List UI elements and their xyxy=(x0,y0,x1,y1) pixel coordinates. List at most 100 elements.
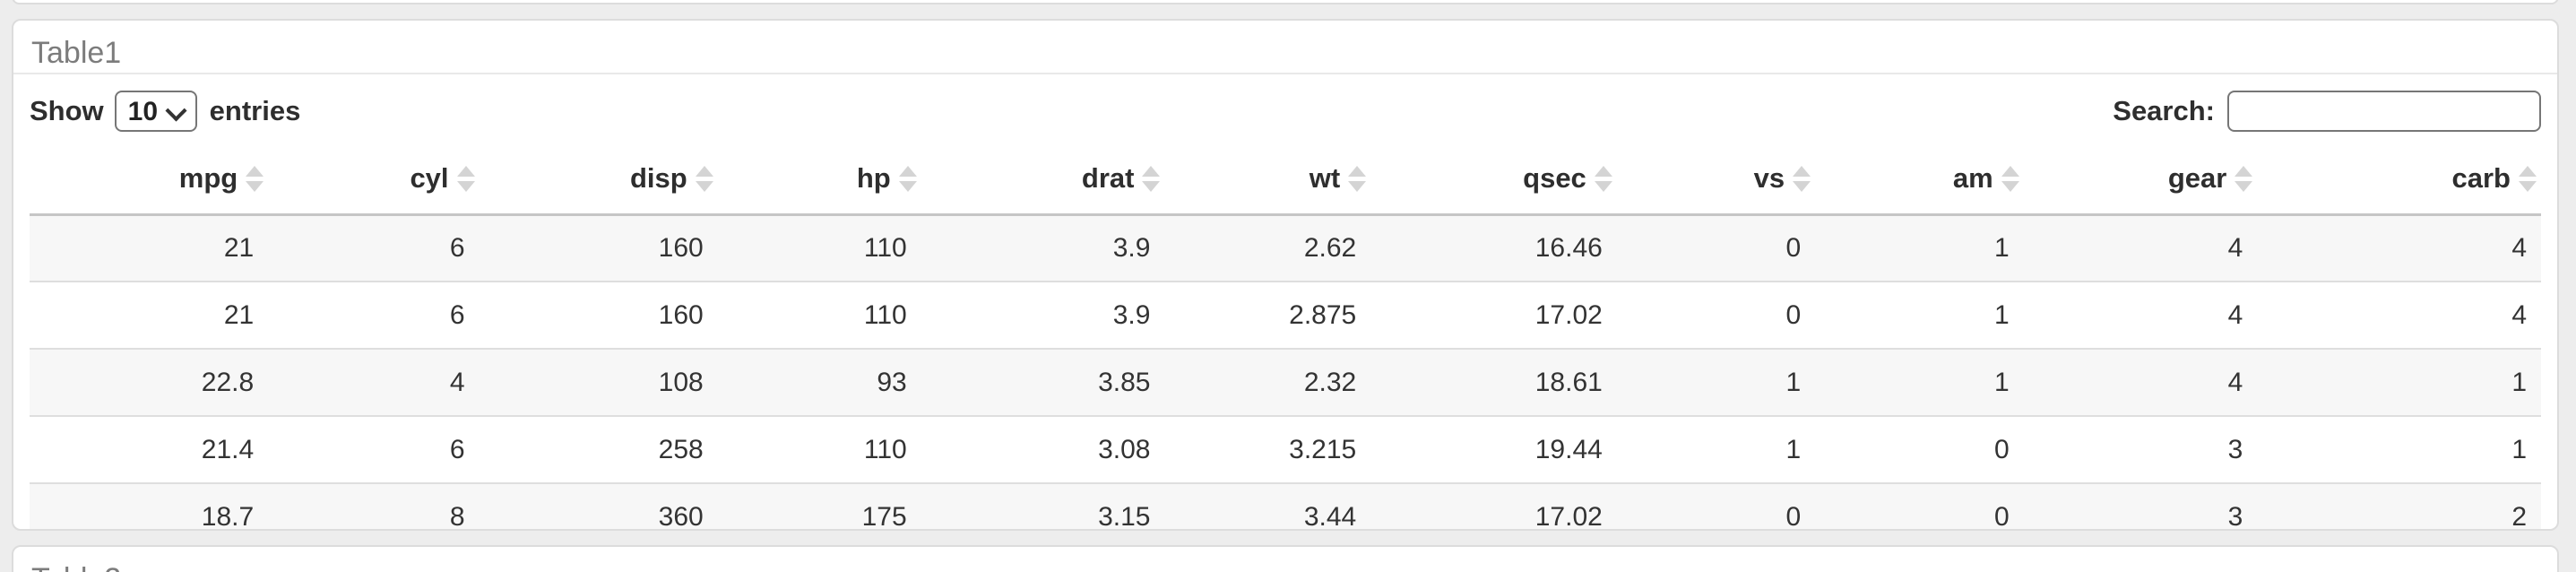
table-cell: 108 xyxy=(658,367,704,397)
table2-panel: Table2 xyxy=(12,545,2559,572)
column-header-inner: carb xyxy=(2257,162,2541,195)
length-select-wrap: 10 xyxy=(114,91,197,132)
column-header-label: wt xyxy=(1309,162,1341,195)
table-cell: 17.02 xyxy=(1534,299,1603,330)
table1-panel: Table1 Show 10 entries Search: mpg c xyxy=(12,19,2559,531)
table-cell: 6 xyxy=(449,232,465,263)
sort-both-icon xyxy=(2519,165,2537,192)
column-header-inner: hp xyxy=(718,162,921,195)
sort-both-icon xyxy=(2001,165,2019,192)
table-cell: 2.875 xyxy=(1289,299,1357,330)
table-cell: 3.85 xyxy=(1098,367,1151,397)
column-header-label: gear xyxy=(2167,162,2227,195)
table-cell: 110 xyxy=(863,299,907,330)
table-cell: 8 xyxy=(449,502,465,531)
column-header-cyl[interactable]: cyl xyxy=(268,144,480,216)
table-cell: 16.46 xyxy=(1534,232,1603,263)
table-cell: 1 xyxy=(1785,434,1802,464)
table-header: mpg cyl disp hp drat wt qsec vs am gear carb xyxy=(30,144,2541,216)
search-control: Search: xyxy=(2113,91,2541,132)
table-cell: 0 xyxy=(1994,434,2010,464)
column-header-vs[interactable]: vs xyxy=(1616,144,1816,216)
table-cell: 1 xyxy=(1994,367,2010,397)
table-cell: 3.08 xyxy=(1098,434,1151,464)
table-cell: 6 xyxy=(449,299,465,330)
table-cell: 21 xyxy=(223,299,255,330)
column-header-wt[interactable]: wt xyxy=(1164,144,1371,216)
table-row: 21 6 160 110 3.9 2.62 16.46 0 1 4 4 xyxy=(30,214,2541,282)
table-cell: 4 xyxy=(2227,299,2243,330)
table-cell: 4 xyxy=(2227,232,2243,263)
sort-both-icon xyxy=(1348,165,1367,192)
column-header-carb[interactable]: carb xyxy=(2257,144,2541,216)
table-cell: 0 xyxy=(1785,299,1802,330)
length-control: Show 10 entries xyxy=(30,91,300,132)
table-cell: 18.7 xyxy=(201,502,255,531)
table-row: 18.7 8 360 175 3.15 3.44 17.02 0 0 3 2 xyxy=(30,483,2541,531)
table-cell: 1 xyxy=(1994,299,2010,330)
table-cell: 93 xyxy=(877,367,907,397)
table-cell: 6 xyxy=(449,434,465,464)
column-header-label: vs xyxy=(1753,162,1785,195)
table-cell: 110 xyxy=(863,232,907,263)
column-header-disp[interactable]: disp xyxy=(479,144,718,216)
sort-both-icon xyxy=(2235,165,2253,192)
column-header-label: cyl xyxy=(410,162,449,195)
table-header-row: mpg cyl disp hp drat wt qsec vs am gear carb xyxy=(30,144,2541,216)
column-header-qsec[interactable]: qsec xyxy=(1370,144,1617,216)
table-cell: 3.215 xyxy=(1289,434,1357,464)
table-cell: 1 xyxy=(1994,232,2010,263)
table-body: 21 6 160 110 3.9 2.62 16.46 0 1 4 4 21 6 160 110 3.9 2.8… xyxy=(30,214,2541,531)
table-cell: 258 xyxy=(658,434,704,464)
column-header-am[interactable]: am xyxy=(1815,144,2024,216)
length-label-after: entries xyxy=(209,95,301,126)
column-header-label: drat xyxy=(1081,162,1135,195)
table-row: 21.4 6 258 110 3.08 3.215 19.44 1 0 3 1 xyxy=(30,416,2541,483)
table-cell: 3 xyxy=(2227,434,2243,464)
column-header-inner: vs xyxy=(1617,162,1815,195)
sort-both-icon xyxy=(898,165,917,192)
table-row: 21 6 160 110 3.9 2.875 17.02 0 1 4 4 xyxy=(30,282,2541,349)
table-cell: 0 xyxy=(1994,502,2010,531)
sort-both-icon xyxy=(1594,165,1612,192)
table1-panel-title: Table1 xyxy=(13,21,2557,74)
data-table: mpg cyl disp hp drat wt qsec vs am gear carb 21 6 16… xyxy=(30,144,2541,531)
table-cell: 3.9 xyxy=(1112,299,1151,330)
column-header-inner: cyl xyxy=(268,162,479,195)
table-cell: 19.44 xyxy=(1534,434,1603,464)
column-header-label: mpg xyxy=(178,162,238,195)
table-cell: 1 xyxy=(2511,367,2527,397)
column-header-inner: gear xyxy=(2024,162,2258,195)
column-header-inner: disp xyxy=(480,162,718,195)
table-cell: 1 xyxy=(2511,434,2527,464)
column-header-gear[interactable]: gear xyxy=(2023,144,2258,216)
column-header-drat[interactable]: drat xyxy=(921,144,1165,216)
table-cell: 17.02 xyxy=(1534,502,1603,531)
table-cell: 2.62 xyxy=(1303,232,1357,263)
table-cell: 3.15 xyxy=(1098,502,1151,531)
column-header-inner: qsec xyxy=(1370,162,1617,195)
column-header-label: hp xyxy=(856,162,891,195)
table1-panel-body: Show 10 entries Search: mpg cyl disp hp drat… xyxy=(13,74,2557,531)
table-cell: 4 xyxy=(2511,232,2527,263)
entries-per-page-select[interactable]: 10 xyxy=(114,91,197,132)
table-cell: 3.9 xyxy=(1112,232,1151,263)
column-header-hp[interactable]: hp xyxy=(717,144,921,216)
length-label-before: Show xyxy=(30,95,104,126)
table-cell: 3 xyxy=(2227,502,2243,531)
column-header-inner: drat xyxy=(921,162,1165,195)
table-cell: 2.32 xyxy=(1303,367,1357,397)
column-header-label: carb xyxy=(2451,162,2511,195)
table-cell: 175 xyxy=(861,502,907,531)
table-cell: 360 xyxy=(658,502,704,531)
search-input[interactable] xyxy=(2227,91,2541,132)
search-label: Search: xyxy=(2113,95,2215,126)
column-header-mpg[interactable]: mpg xyxy=(30,144,269,216)
table-cell: 18.61 xyxy=(1534,367,1603,397)
column-header-label: disp xyxy=(630,162,687,195)
table-cell: 22.8 xyxy=(201,367,255,397)
table-cell: 21 xyxy=(223,232,255,263)
column-header-label: am xyxy=(1952,162,1993,195)
table-cell: 160 xyxy=(658,299,704,330)
table-row: 22.8 4 108 93 3.85 2.32 18.61 1 1 4 1 xyxy=(30,349,2541,416)
